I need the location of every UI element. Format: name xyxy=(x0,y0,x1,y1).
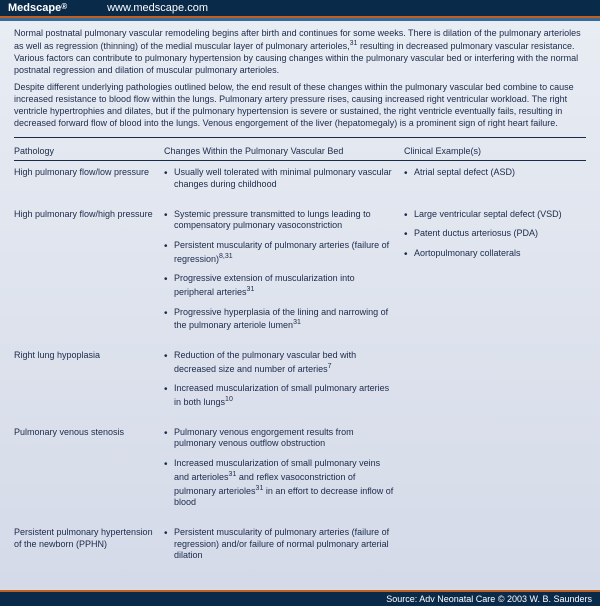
pathology-cell: High pulmonary flow/low pressure xyxy=(14,167,164,198)
list-item: Large ventricular septal defect (VSD) xyxy=(404,209,574,221)
table-row: Persistent pulmonary hypertension of the… xyxy=(14,527,586,570)
list-item: Pulmonary venous engorgement results fro… xyxy=(164,427,394,450)
intro-p1: Normal postnatal pulmonary vascular remo… xyxy=(14,27,586,77)
pathology-cell: High pulmonary flow/high pressure xyxy=(14,209,164,341)
pathology-cell: Right lung hypoplasia xyxy=(14,350,164,417)
brand: Medscape® xyxy=(8,2,67,14)
col-pathology: Pathology xyxy=(14,146,164,156)
list-item: Patent ductus arteriosus (PDA) xyxy=(404,228,574,240)
table-header: Pathology Changes Within the Pulmonary V… xyxy=(14,142,586,161)
changes-cell: Systemic pressure transmitted to lungs l… xyxy=(164,209,404,341)
table-row: Right lung hypoplasiaReduction of the pu… xyxy=(14,350,586,417)
changes-cell: Usually well tolerated with minimal pulm… xyxy=(164,167,404,198)
list-item: Increased muscularization of small pulmo… xyxy=(164,383,394,408)
list-item: Increased muscularization of small pulmo… xyxy=(164,458,394,509)
examples-cell xyxy=(404,350,574,417)
footer-text: Source: Adv Neonatal Care © 2003 W. B. S… xyxy=(386,594,592,604)
list-item: Reduction of the pulmonary vascular bed … xyxy=(164,350,394,375)
list-item: Atrial septal defect (ASD) xyxy=(404,167,574,179)
col-examples: Clinical Example(s) xyxy=(404,146,574,156)
table-row: Pulmonary venous stenosisPulmonary venou… xyxy=(14,427,586,517)
table-body: High pulmonary flow/low pressureUsually … xyxy=(14,167,586,570)
intro-p2: Despite different underlying pathologies… xyxy=(14,81,586,130)
changes-cell: Pulmonary venous engorgement results fro… xyxy=(164,427,404,517)
intro-text: Normal postnatal pulmonary vascular remo… xyxy=(14,27,586,129)
pathology-cell: Persistent pulmonary hypertension of the… xyxy=(14,527,164,570)
table-top-rule xyxy=(14,137,586,138)
changes-cell: Reduction of the pulmonary vascular bed … xyxy=(164,350,404,417)
examples-cell xyxy=(404,427,574,517)
list-item: Persistent muscularity of pulmonary arte… xyxy=(164,240,394,265)
header-url[interactable]: www.medscape.com xyxy=(107,2,208,14)
table-row: High pulmonary flow/high pressureSystemi… xyxy=(14,209,586,341)
list-item: Aortopulmonary collaterals xyxy=(404,248,574,260)
list-item: Systemic pressure transmitted to lungs l… xyxy=(164,209,394,232)
footer-bar: Source: Adv Neonatal Care © 2003 W. B. S… xyxy=(0,592,600,606)
content-area: Normal postnatal pulmonary vascular remo… xyxy=(0,21,600,590)
list-item: Usually well tolerated with minimal pulm… xyxy=(164,167,394,190)
list-item: Persistent muscularity of pulmonary arte… xyxy=(164,527,394,562)
examples-cell xyxy=(404,527,574,570)
table-row: High pulmonary flow/low pressureUsually … xyxy=(14,167,586,198)
examples-cell: Atrial septal defect (ASD) xyxy=(404,167,574,198)
col-changes: Changes Within the Pulmonary Vascular Be… xyxy=(164,146,404,156)
list-item: Progressive hyperplasia of the lining an… xyxy=(164,307,394,332)
examples-cell: Large ventricular septal defect (VSD) Pat… xyxy=(404,209,574,341)
changes-cell: Persistent muscularity of pulmonary arte… xyxy=(164,527,404,570)
list-item: Progressive extension of muscularization… xyxy=(164,273,394,298)
pathology-cell: Pulmonary venous stenosis xyxy=(14,427,164,517)
header-bar: Medscape® www.medscape.com xyxy=(0,0,600,16)
